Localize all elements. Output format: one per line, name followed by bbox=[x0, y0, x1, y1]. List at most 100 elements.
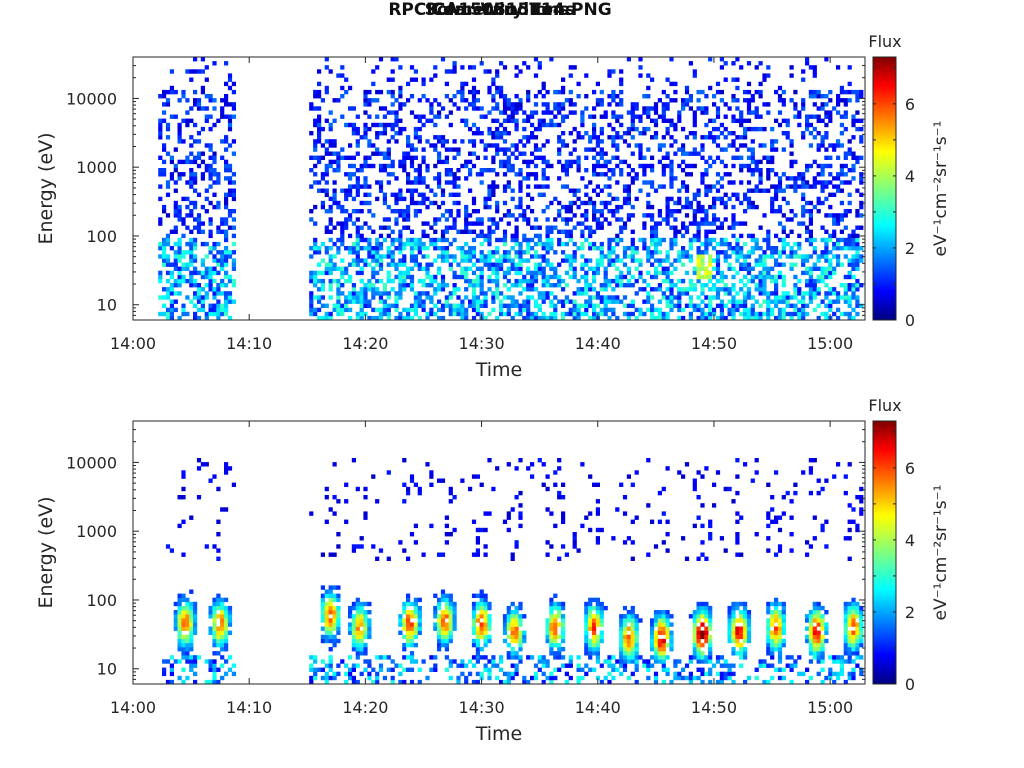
spectrogram-cell bbox=[208, 155, 213, 160]
spectrogram-cell bbox=[510, 262, 515, 267]
spectrogram-cell bbox=[839, 143, 844, 148]
spectrogram-cell bbox=[378, 311, 384, 317]
spectrogram-cell bbox=[413, 188, 418, 193]
spectrogram-cell bbox=[425, 221, 430, 226]
spectrogram-cell bbox=[185, 311, 190, 317]
spectrogram-cell bbox=[665, 163, 670, 169]
spectrogram-cell bbox=[328, 151, 333, 156]
spectrogram-cell bbox=[665, 213, 670, 218]
spectrogram-cell bbox=[440, 634, 446, 640]
spectrogram-cell bbox=[189, 176, 194, 181]
spectrogram-cell bbox=[181, 474, 186, 479]
spectrogram-cell bbox=[165, 311, 171, 317]
spectrogram-cell bbox=[502, 270, 508, 276]
spectrogram-cell bbox=[839, 122, 844, 128]
spectrogram-cell bbox=[634, 307, 639, 313]
spectrogram-cell bbox=[584, 225, 589, 230]
spectrogram-cell bbox=[425, 266, 430, 271]
spectrogram-cell bbox=[592, 209, 597, 214]
spectrogram-cell bbox=[460, 85, 465, 91]
spectrogram-cell bbox=[162, 237, 167, 243]
spectrogram-cell bbox=[328, 626, 333, 631]
spectrogram-cell bbox=[367, 315, 372, 321]
spectrogram-cell bbox=[216, 180, 221, 185]
spectrogram-cell bbox=[506, 287, 511, 292]
spectrogram-cell bbox=[646, 180, 651, 185]
spectrogram-cell bbox=[212, 106, 217, 111]
spectrogram-cell bbox=[832, 266, 837, 271]
spectrogram-cell bbox=[363, 511, 368, 516]
colorbar-tick-label: 6 bbox=[905, 95, 915, 114]
spectrogram-cell bbox=[646, 246, 651, 251]
spectrogram-cell bbox=[727, 225, 732, 230]
spectrogram-cell bbox=[510, 114, 515, 119]
spectrogram-cell bbox=[429, 200, 434, 206]
spectrogram-cell bbox=[382, 311, 387, 317]
spectrogram-cell bbox=[367, 278, 372, 284]
spectrogram-cell bbox=[189, 618, 194, 623]
spectrogram-cell bbox=[576, 196, 581, 202]
spectrogram-cell bbox=[836, 102, 841, 107]
spectrogram-cell bbox=[657, 307, 662, 313]
spectrogram-cell bbox=[657, 262, 662, 267]
spectrogram-cell bbox=[196, 98, 202, 103]
spectrogram-cell bbox=[530, 315, 535, 321]
spectrogram-cell bbox=[162, 671, 167, 677]
spectrogram-cell bbox=[177, 209, 182, 214]
spectrogram-cell bbox=[336, 291, 341, 296]
spectrogram-cell bbox=[413, 540, 418, 545]
spectrogram-cell bbox=[181, 172, 186, 177]
spectrogram-cell bbox=[165, 135, 171, 140]
spectrogram-cell bbox=[348, 192, 353, 197]
spectrogram-cell bbox=[313, 139, 318, 144]
spectrogram-cell bbox=[433, 73, 438, 78]
spectrogram-cell bbox=[185, 241, 190, 247]
spectrogram-cell bbox=[626, 184, 631, 189]
spectrogram-cell bbox=[464, 225, 469, 230]
spectrogram-cell bbox=[777, 122, 783, 128]
spectrogram-cell bbox=[650, 168, 655, 173]
spectrogram-cell bbox=[692, 122, 697, 128]
spectrogram-cell bbox=[537, 155, 542, 160]
spectrogram-cell bbox=[216, 548, 221, 553]
spectrogram-cell bbox=[231, 139, 236, 144]
spectrogram-cell bbox=[169, 246, 174, 251]
spectrogram-cell bbox=[398, 126, 403, 132]
spectrogram-cell bbox=[475, 89, 480, 95]
spectrogram-cell bbox=[386, 77, 391, 82]
spectrogram-cell bbox=[475, 274, 480, 280]
spectrogram-cell bbox=[696, 225, 701, 230]
spectrogram-cell bbox=[386, 270, 391, 276]
spectrogram-cell bbox=[208, 274, 213, 280]
spectrogram-cell bbox=[669, 176, 674, 181]
spectrogram-cell bbox=[332, 671, 337, 677]
spectrogram-cell bbox=[173, 200, 178, 206]
spectrogram-cell bbox=[363, 180, 368, 185]
spectrogram-cell bbox=[452, 65, 457, 70]
spectrogram-cell bbox=[673, 258, 678, 263]
spectrogram-cell bbox=[328, 196, 333, 202]
spectrogram-cell bbox=[700, 262, 705, 267]
spectrogram-cell bbox=[619, 122, 624, 128]
spectrogram-cell bbox=[398, 246, 403, 251]
spectrogram-cell bbox=[371, 213, 376, 218]
spectrogram-cell bbox=[522, 126, 527, 132]
spectrogram-cell bbox=[340, 147, 345, 152]
spectrogram-cell bbox=[440, 57, 446, 62]
spectrogram-cell bbox=[595, 192, 600, 197]
spectrogram-cell bbox=[754, 241, 759, 247]
spectrogram-cell bbox=[177, 675, 182, 681]
spectrogram-cell bbox=[797, 176, 802, 181]
spectrogram-cell bbox=[789, 159, 794, 165]
spectrogram-cell bbox=[212, 172, 217, 177]
spectrogram-cell bbox=[313, 118, 318, 123]
spectrogram-cell bbox=[704, 283, 709, 288]
spectrogram-cell bbox=[626, 126, 631, 132]
spectrogram-cell bbox=[801, 172, 806, 177]
spectrogram-cell bbox=[193, 618, 198, 623]
spectrogram-cell bbox=[193, 295, 198, 300]
spectrogram-cell bbox=[642, 106, 647, 111]
spectrogram-cell bbox=[801, 135, 806, 140]
spectrogram-cell bbox=[332, 192, 337, 197]
spectrogram-cell bbox=[406, 655, 411, 660]
